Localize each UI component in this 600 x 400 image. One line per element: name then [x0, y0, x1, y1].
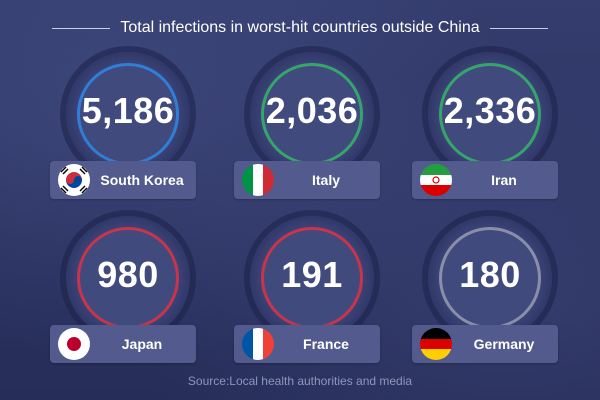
- infection-count: 191: [281, 254, 343, 295]
- country-card-germany: 180 Germany: [410, 216, 570, 366]
- chart-title: Total infections in worst-hit countries …: [120, 19, 480, 36]
- infection-count: 2,336: [443, 90, 537, 131]
- title-left-rule: [52, 27, 111, 29]
- country-name: South Korea: [100, 172, 184, 188]
- country-label-box: France: [234, 325, 380, 363]
- value-ring: [66, 216, 190, 340]
- country-name: Germany: [473, 336, 535, 352]
- value-ring-accent: [77, 227, 179, 329]
- title-right-rule: [489, 27, 548, 29]
- iran-flag-icon: [420, 164, 452, 196]
- value-ring-accent: [439, 227, 541, 329]
- value-ring: [250, 52, 374, 176]
- country-name: France: [303, 336, 349, 352]
- country-card-iran: 2,336 Iran: [410, 52, 570, 202]
- country-label-box: Iran: [412, 161, 558, 199]
- infection-count: 2,036: [265, 90, 359, 131]
- country-label-box: Germany: [412, 325, 558, 363]
- infection-count: 5,186: [81, 90, 175, 131]
- japan-flag-icon: [58, 328, 90, 360]
- value-ring: [250, 216, 374, 340]
- country-name: Italy: [311, 172, 340, 188]
- value-ring: [428, 216, 552, 340]
- country-label-box: Japan: [50, 325, 196, 363]
- value-ring-accent: [261, 63, 363, 165]
- germany-flag-icon: [420, 328, 452, 360]
- value-ring: [428, 52, 552, 176]
- country-card-japan: 980 Japan: [48, 216, 208, 366]
- country-card-south-korea: 5,186 South Korea: [48, 52, 208, 202]
- value-ring-accent: [77, 63, 179, 165]
- title-bar: Total infections in worst-hit countries …: [0, 16, 600, 40]
- infection-count: 180: [459, 254, 521, 295]
- italy-flag-icon: [242, 164, 274, 196]
- country-card-france: 191 France: [232, 216, 392, 366]
- country-label-box: South Korea: [50, 161, 196, 199]
- south-korea-flag-icon: [58, 164, 90, 196]
- source-note: Source:Local health authorities and medi…: [187, 374, 413, 388]
- infection-count: 980: [97, 254, 159, 295]
- value-ring: [66, 52, 190, 176]
- country-name: Iran: [491, 172, 517, 188]
- country-card-italy: 2,036 Italy: [232, 52, 392, 202]
- france-flag-icon: [242, 328, 274, 360]
- country-name: Japan: [121, 336, 163, 352]
- country-label-box: Italy: [234, 161, 380, 199]
